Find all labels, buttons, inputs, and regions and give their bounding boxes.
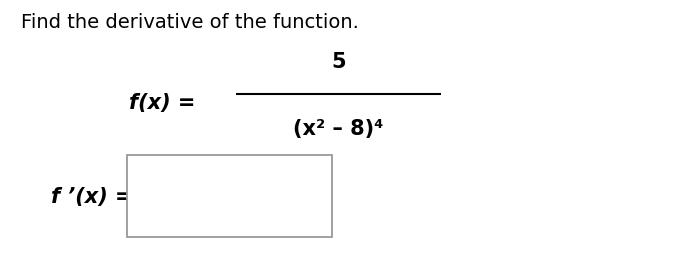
- Text: (x² – 8)⁴: (x² – 8)⁴: [293, 119, 384, 139]
- Text: Find the derivative of the function.: Find the derivative of the function.: [21, 13, 358, 32]
- Text: f ’(x) =: f ’(x) =: [51, 187, 133, 207]
- FancyBboxPatch shape: [127, 155, 332, 237]
- Text: f(x) =: f(x) =: [129, 93, 195, 113]
- Text: 5: 5: [331, 52, 346, 72]
